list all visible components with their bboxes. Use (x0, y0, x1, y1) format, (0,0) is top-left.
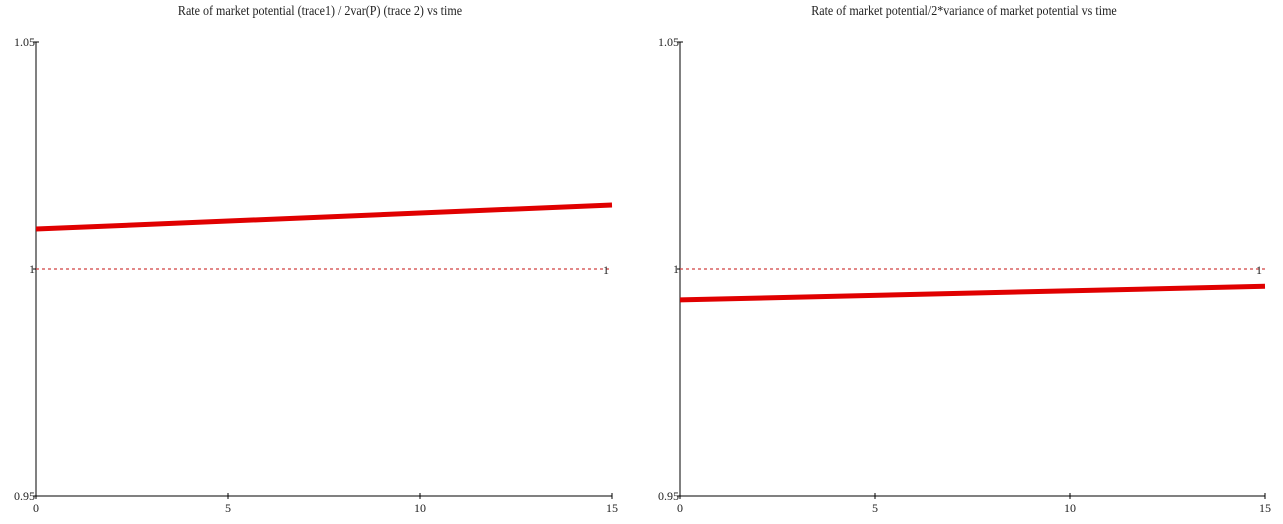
y-tick-label: 1 (29, 262, 35, 276)
chart-title: Rate of market potential/2*variance of m… (811, 4, 1117, 19)
chart-title: Rate of market potential (trace1) / 2var… (177, 4, 463, 19)
chart-right-plot: 0.95 1 1.05 0 5 10 15 1 (658, 35, 1271, 515)
series-line-0 (35, 202, 613, 232)
series-line-0 (679, 283, 1266, 303)
x-tick-label: 0 (33, 501, 39, 515)
chart-left: Rate of market potential (trace1) / 2var… (0, 0, 640, 524)
y-tick-label: 0.95 (14, 489, 35, 503)
x-tick-label: 10 (414, 501, 426, 515)
x-tick-label: 5 (225, 501, 231, 515)
x-tick-label: 10 (1064, 501, 1076, 515)
x-tick-label: 15 (1259, 501, 1271, 515)
x-tick-label: 5 (872, 501, 878, 515)
series-end-label: 1 (603, 263, 609, 277)
chart-left-plot: 0.95 1 1.05 0 5 10 15 1 (14, 35, 618, 515)
series-end-label: 1 (1256, 263, 1262, 277)
y-tick-label: 1 (673, 262, 679, 276)
y-tick-label: 0.95 (658, 489, 679, 503)
x-tick-label: 15 (606, 501, 618, 515)
chart-right: Rate of market potential/2*variance of m… (645, 0, 1283, 524)
x-tick-label: 0 (677, 501, 683, 515)
y-tick-label: 1.05 (658, 35, 679, 49)
y-tick-label: 1.05 (14, 35, 35, 49)
